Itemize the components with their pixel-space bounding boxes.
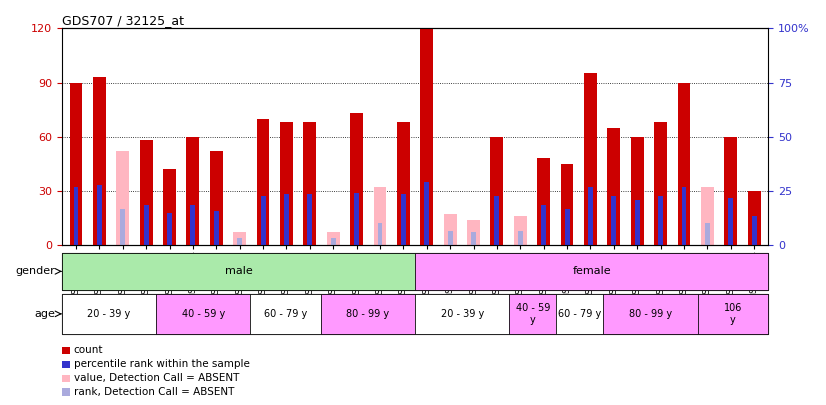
Bar (634, 200, 639, 245)
Bar (74, 187, 78, 245)
Text: percentile rank within the sample: percentile rank within the sample (74, 359, 249, 369)
Bar (420, 28, 433, 245)
Bar (163, 169, 176, 245)
Bar (425, 182, 430, 245)
Bar (210, 151, 223, 245)
Bar (214, 211, 219, 245)
Bar (611, 196, 616, 245)
Text: rank, Detection Call = ABSENT: rank, Detection Call = ABSENT (74, 387, 234, 397)
Bar (121, 209, 126, 245)
Text: male: male (225, 266, 253, 276)
Bar (97, 185, 102, 245)
Bar (471, 232, 476, 245)
Bar (448, 230, 453, 245)
Bar (377, 224, 382, 245)
Bar (752, 216, 757, 245)
Bar (444, 214, 457, 245)
Bar (467, 220, 480, 245)
Bar (62, 375, 70, 382)
Bar (69, 83, 83, 245)
Bar (320, 294, 415, 334)
Bar (415, 294, 509, 334)
Bar (557, 294, 603, 334)
Text: female: female (572, 266, 611, 276)
Bar (701, 187, 714, 245)
Bar (415, 253, 768, 290)
Bar (697, 294, 768, 334)
Bar (681, 187, 686, 245)
Bar (537, 158, 550, 245)
Bar (144, 205, 149, 245)
Bar (603, 294, 697, 334)
Text: 20 - 39 y: 20 - 39 y (440, 309, 484, 319)
Bar (191, 205, 196, 245)
Text: gender: gender (15, 266, 55, 276)
Bar (584, 73, 597, 245)
Bar (62, 360, 70, 368)
Bar (327, 232, 339, 245)
Bar (140, 140, 153, 245)
Bar (588, 187, 593, 245)
Bar (748, 191, 761, 245)
Bar (518, 230, 523, 245)
Text: 80 - 99 y: 80 - 99 y (629, 309, 672, 319)
Bar (541, 205, 546, 245)
Bar (261, 196, 265, 245)
Bar (257, 119, 269, 245)
Bar (658, 196, 663, 245)
Text: 40 - 59
y: 40 - 59 y (515, 303, 550, 325)
Bar (156, 294, 250, 334)
Bar (631, 136, 643, 245)
Bar (116, 151, 129, 245)
Bar (62, 388, 70, 396)
Bar (307, 194, 312, 245)
Bar (284, 194, 289, 245)
Bar (729, 198, 733, 245)
Bar (62, 253, 415, 290)
Bar (62, 347, 70, 354)
Bar (705, 224, 710, 245)
Bar (187, 136, 199, 245)
Text: 60 - 79 y: 60 - 79 y (558, 309, 601, 319)
Bar (607, 128, 620, 245)
Bar (167, 213, 172, 245)
Bar (654, 122, 667, 245)
Text: GDS707 / 32125_at: GDS707 / 32125_at (62, 14, 184, 27)
Text: age: age (34, 309, 55, 319)
Bar (233, 232, 246, 245)
Bar (250, 294, 320, 334)
Bar (401, 194, 406, 245)
Bar (237, 238, 242, 245)
Text: 80 - 99 y: 80 - 99 y (346, 309, 390, 319)
Text: count: count (74, 345, 103, 355)
Bar (350, 113, 363, 245)
Text: 60 - 79 y: 60 - 79 y (264, 309, 307, 319)
Bar (491, 136, 503, 245)
Text: value, Detection Call = ABSENT: value, Detection Call = ABSENT (74, 373, 239, 383)
Text: 40 - 59 y: 40 - 59 y (182, 309, 225, 319)
Bar (93, 77, 106, 245)
Bar (724, 136, 737, 245)
Bar (509, 294, 557, 334)
Bar (62, 294, 156, 334)
Bar (354, 193, 359, 245)
Text: 20 - 39 y: 20 - 39 y (88, 309, 131, 319)
Bar (495, 196, 500, 245)
Bar (565, 209, 569, 245)
Bar (514, 216, 527, 245)
Bar (303, 122, 316, 245)
Bar (397, 122, 410, 245)
Bar (677, 83, 691, 245)
Bar (373, 187, 387, 245)
Text: 106
y: 106 y (724, 303, 742, 325)
Bar (280, 122, 293, 245)
Bar (330, 238, 335, 245)
Bar (561, 164, 573, 245)
